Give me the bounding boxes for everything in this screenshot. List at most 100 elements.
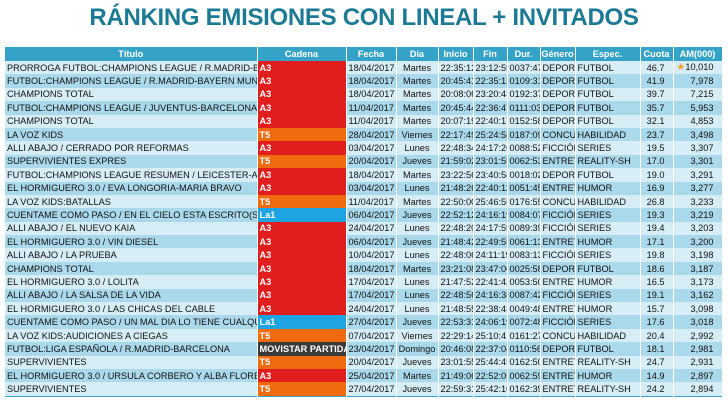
column-header-duracion[interactable]: Dur. <box>507 47 541 61</box>
cell-text: 0152:58 <box>509 116 540 127</box>
cell-duracion: 0089:39 <box>507 221 541 236</box>
cell-cuota: 19.0 <box>640 168 674 182</box>
cell-duracion: 0062:53 <box>507 154 541 169</box>
cell-inicio: 22:48:20 <box>438 221 474 236</box>
cell-dia: Lunes <box>396 181 439 195</box>
table-row: ALLI ABAJO / LA PRUEBA A3 10/04/2017 Lunes 2… <box>5 248 723 262</box>
column-header-audiencia[interactable]: AM(000) <box>673 47 723 61</box>
cell-text: 03/04/2017 <box>348 143 395 154</box>
cell-genero: ENTRETI <box>540 275 576 289</box>
cell-especialidad: SERIES <box>575 221 641 236</box>
cell-titulo: CHAMPIONS TOTAL <box>5 261 258 276</box>
table-row: ALLI ABAJO / CERRADO POR REFORMAS A3 03/04… <box>5 141 723 155</box>
cell-text: 3,301 <box>690 156 714 167</box>
header-row: Título Cadena Fecha Día Inicio Fin Dur. Género E… <box>5 47 723 61</box>
cell-text: FUTBOL:CHAMPIONS LEAGUE / JUVENTUS-BARCE… <box>7 102 257 113</box>
cell-cadena: A3 <box>257 101 347 115</box>
cell-text: Jueves <box>402 384 432 395</box>
cell-text: 2,992 <box>690 330 714 341</box>
cell-dia: Lunes <box>396 248 439 262</box>
cell-text: A3 <box>259 236 272 247</box>
cell-text: 35.7 <box>646 102 665 113</box>
cell-text: ENTRETI <box>542 357 575 368</box>
cell-cadena: A3 <box>257 181 347 195</box>
cell-text: 21:48:42 <box>440 236 473 247</box>
cell-text: Jueves <box>402 209 432 220</box>
cell-text: A3 <box>259 183 272 194</box>
cell-text: T5 <box>259 384 271 395</box>
cell-text: HUMOR <box>577 236 613 247</box>
cell-genero: DEPORT <box>540 261 576 276</box>
cell-text: A3 <box>259 263 272 274</box>
column-header-especialidad[interactable]: Espec. <box>575 47 641 61</box>
cell-duracion: 0152:58 <box>507 114 541 128</box>
cell-fin: 24:11:19 <box>473 248 508 262</box>
cell-inicio: 20:07:19 <box>438 114 474 128</box>
cell-text: 03/04/2017 <box>348 183 395 194</box>
column-header-inicio[interactable]: Inicio <box>438 47 474 61</box>
cell-audiencia: 7,978 <box>673 74 723 88</box>
cell-cuota: 39.7 <box>640 87 674 102</box>
column-header-titulo[interactable]: Título <box>5 47 258 61</box>
cell-especialidad: SERIES <box>575 208 641 222</box>
column-header-fecha[interactable]: Fecha <box>346 47 397 61</box>
cell-titulo: EL HORMIGUERO 3.0 / LAS CHICAS DEL CABLE <box>5 302 258 316</box>
cell-cuota: 19.1 <box>640 288 674 303</box>
cell-especialidad: FUTBOL <box>575 61 641 75</box>
cell-text: 06/04/2017 <box>348 236 395 247</box>
cell-inicio: 20:45:41 <box>438 74 474 88</box>
cell-text: DEPORT <box>542 263 575 274</box>
cell-text: REALITY-SH <box>577 357 631 368</box>
cell-text: 22:50:00 <box>440 196 473 207</box>
cell-text: Martes <box>402 116 432 127</box>
cell-text: 0109:31 <box>509 76 540 87</box>
cell-titulo: LA VOZ KIDS <box>5 127 258 142</box>
cell-text: 22:48:56 <box>440 290 473 301</box>
column-header-dia[interactable]: Día <box>396 47 439 61</box>
cell-text: 23:22:56 <box>440 169 473 180</box>
cell-especialidad: REALITY-SH <box>575 382 641 397</box>
column-header-cuota[interactable]: Cuota <box>640 47 674 61</box>
cell-genero: FICCIÓN <box>540 248 576 262</box>
cell-audiencia: 3,277 <box>673 181 723 195</box>
cell-especialidad: HUMOR <box>575 368 641 383</box>
cell-cuota: 24.7 <box>640 355 674 369</box>
cell-text: 21:48:55 <box>440 303 473 314</box>
cell-especialidad: HUMOR <box>575 181 641 195</box>
cell-cuota: 18.1 <box>640 342 674 356</box>
cell-text: 19.1 <box>646 290 665 301</box>
column-header-cadena[interactable]: Cadena <box>257 47 347 61</box>
cell-titulo: SUPERVIVIENTES <box>5 382 258 397</box>
cell-audiencia: 3,200 <box>673 235 723 249</box>
cell-inicio: 21:49:06 <box>438 368 474 383</box>
cell-text: 28/04/2017 <box>348 129 395 140</box>
cell-text: 25:46:55 <box>475 196 507 207</box>
cell-cadena: A3 <box>257 261 347 276</box>
cell-cadena: A3 <box>257 368 347 383</box>
column-header-fin[interactable]: Fin <box>473 47 508 61</box>
cell-duracion: 0062:59 <box>507 368 541 383</box>
column-header-genero[interactable]: Género <box>540 47 576 61</box>
cell-text: Lunes <box>404 303 430 314</box>
cell-text: 16.9 <box>646 183 665 194</box>
cell-cadena: MOVISTAR PARTIDA <box>257 342 347 356</box>
cell-cadena: A3 <box>257 235 347 249</box>
cell-titulo: EL HORMIGUERO 3.0 / EVA LONGORIA-MARIA B… <box>5 181 258 195</box>
cell-cadena: T5 <box>257 355 347 369</box>
cell-text: 0162:50 <box>509 357 540 368</box>
cell-dia: Martes <box>396 61 439 75</box>
cell-dia: Martes <box>396 261 439 276</box>
cell-inicio: 22:50:00 <box>438 194 474 209</box>
cell-text: 0037:47 <box>509 62 540 73</box>
cell-text: 19.8 <box>646 250 665 261</box>
cell-especialidad: FUTBOL <box>575 114 641 128</box>
cell-inicio: 20:46:08 <box>438 342 474 356</box>
cell-genero: DEPORT <box>540 74 576 88</box>
cell-text: HABILIDAD <box>577 129 627 140</box>
cell-dia: Lunes <box>396 221 439 236</box>
cell-cadena: A3 <box>257 248 347 262</box>
table-row: EL HORMIGUERO 3.0 / VIN DIESEL A3 06/04/20… <box>5 235 723 249</box>
cell-duracion: 0161:27 <box>507 328 541 343</box>
cell-text: FUTBOL <box>577 343 614 354</box>
cell-cadena: T5 <box>257 127 347 142</box>
